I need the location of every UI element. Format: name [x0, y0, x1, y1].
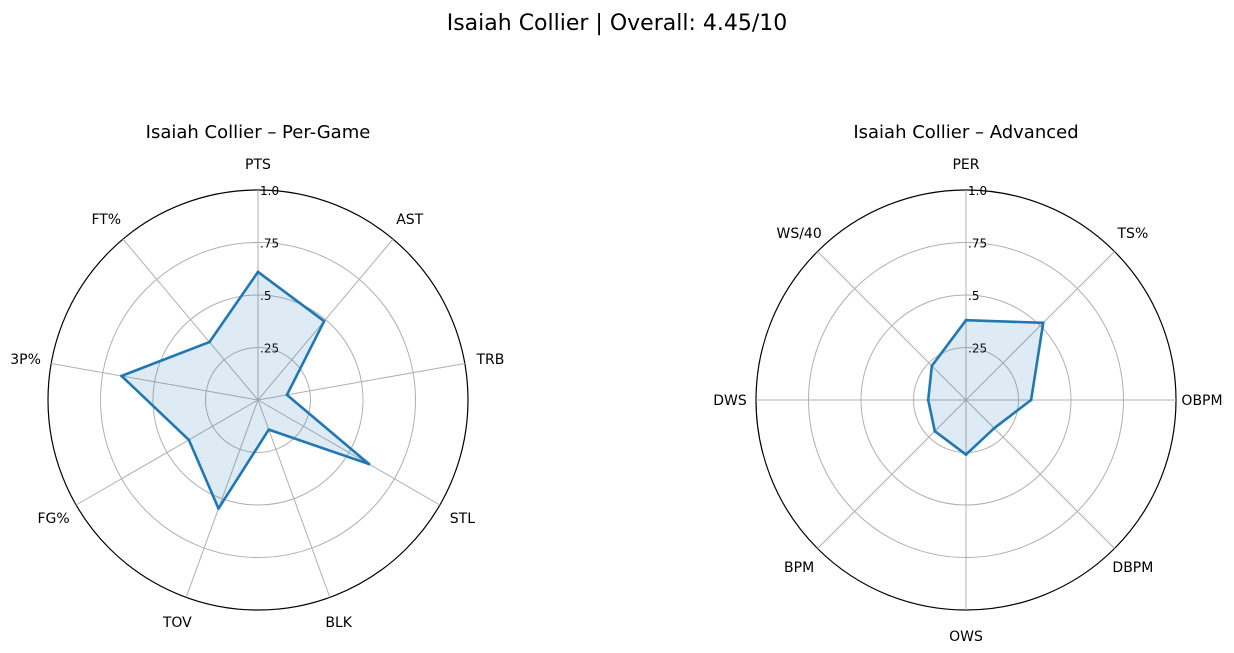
category-label: PER [952, 157, 979, 173]
r-tick-label: .25 [260, 342, 279, 356]
r-tick-label: .75 [968, 237, 987, 251]
category-label: BLK [325, 615, 352, 631]
spoke-ft- [122, 238, 259, 401]
category-label: DWS [713, 393, 747, 409]
data-point-dbpm [992, 426, 996, 430]
data-point-dws [926, 398, 930, 402]
spoke-tov [185, 399, 259, 598]
r-tick-label: 1.0 [968, 184, 987, 198]
data-point-pts [256, 270, 260, 274]
data-point-blk [267, 428, 271, 432]
data-point-ows [964, 453, 968, 456]
series-area [928, 320, 1044, 455]
series-area [121, 271, 369, 509]
series-line [120, 270, 371, 510]
category-label: PTS [245, 157, 271, 173]
panel-title-per-game: Isaiah Collier – Per-Game [146, 122, 371, 143]
spoke-stl [257, 399, 441, 506]
category-label: TS% [1117, 226, 1149, 242]
panel-title-advanced: Isaiah Collier – Advanced [853, 122, 1078, 143]
category-label: WS/40 [776, 226, 821, 242]
data-point-stl [367, 462, 371, 466]
spoke-ts- [965, 251, 1115, 401]
spoke-blk [257, 399, 331, 598]
spoke-ast [257, 238, 394, 401]
category-label: AST [396, 212, 423, 228]
data-point-fg- [187, 438, 191, 442]
spoke-3p- [51, 363, 259, 401]
r-tick-label: .5 [260, 289, 271, 303]
spoke-fg- [75, 399, 259, 506]
spoke-ws-40 [817, 251, 967, 401]
data-point-tov [217, 507, 220, 510]
r-tick-label: .75 [260, 237, 279, 251]
category-label: DBPM [1112, 560, 1153, 576]
data-point-ft- [208, 340, 211, 344]
spoke-dbpm [965, 399, 1115, 549]
r-tick-label: 1.0 [260, 184, 279, 198]
category-label: OWS [949, 629, 983, 645]
figure-title: Isaiah Collier | Overall: 4.45/10 [447, 11, 788, 36]
data-point-ts- [1041, 321, 1045, 325]
data-point-3p- [120, 374, 123, 378]
category-label: TRB [475, 352, 504, 368]
category-label: OBPM [1181, 393, 1222, 409]
r-tick-label: .5 [968, 289, 979, 303]
radar-panel-advanced: PER TS% OBPM DBPM OWS BPM DWS WS/40 .25 .5 .75 1.0 I… [713, 122, 1222, 645]
category-label: 3P% [10, 352, 41, 368]
data-point-obpm [1029, 398, 1033, 402]
data-point-bpm [933, 429, 937, 433]
data-point-ws-40 [930, 364, 934, 368]
spoke-bpm [817, 399, 967, 549]
category-label: TOV [162, 615, 192, 631]
category-label: FT% [91, 212, 121, 228]
category-label: STL [450, 511, 475, 527]
data-point-ast [322, 319, 326, 323]
data-point-trb [285, 393, 289, 397]
radar-panel-per-game: PTS AST TRB STL BLK TOV FG% 3P% FT% .25 .5 .75 1.0 Is… [10, 122, 504, 631]
data-point-per [964, 318, 968, 322]
category-label: BPM [784, 560, 814, 576]
category-label: FG% [38, 511, 70, 527]
r-tick-label: .25 [968, 342, 987, 356]
spoke-trb [257, 363, 465, 401]
